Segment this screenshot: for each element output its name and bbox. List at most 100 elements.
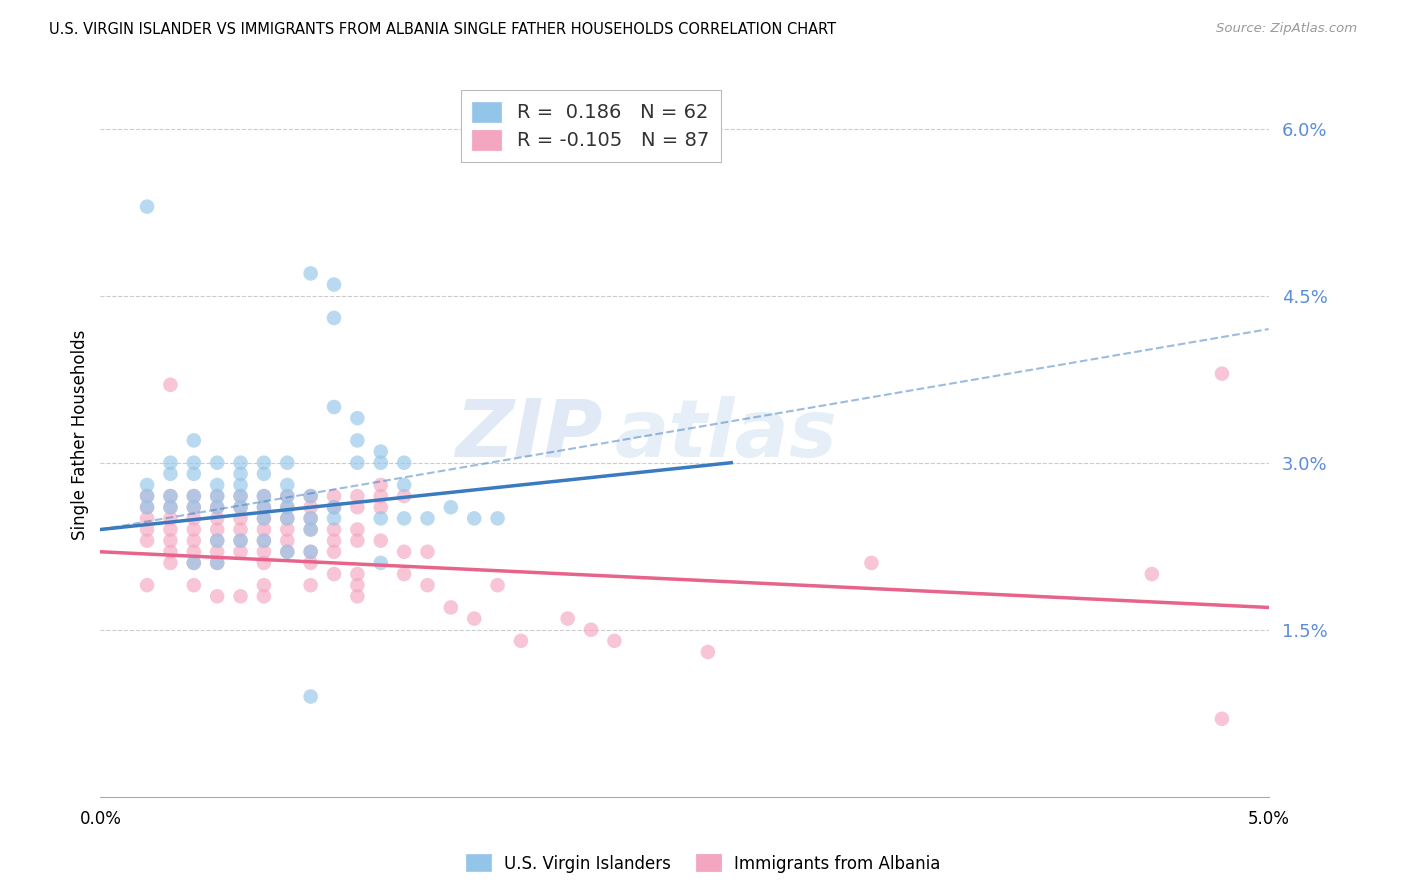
- Point: [159, 467, 181, 481]
- Point: [136, 478, 159, 492]
- Point: [440, 500, 463, 515]
- Point: [159, 511, 181, 525]
- Point: [136, 500, 159, 515]
- Point: [253, 511, 276, 525]
- Point: [205, 478, 228, 492]
- Point: [370, 511, 392, 525]
- Point: [346, 523, 368, 537]
- Point: [276, 489, 298, 503]
- Point: [183, 556, 205, 570]
- Point: [860, 556, 883, 570]
- Point: [463, 611, 485, 625]
- Point: [253, 456, 276, 470]
- Text: atlas: atlas: [614, 396, 837, 474]
- Point: [229, 590, 252, 604]
- Point: [463, 511, 485, 525]
- Point: [205, 489, 228, 503]
- Point: [253, 500, 276, 515]
- Point: [159, 489, 181, 503]
- Point: [276, 545, 298, 559]
- Point: [370, 489, 392, 503]
- Point: [346, 456, 368, 470]
- Point: [183, 434, 205, 448]
- Point: [229, 523, 252, 537]
- Point: [276, 489, 298, 503]
- Point: [183, 500, 205, 515]
- Point: [136, 578, 159, 592]
- Point: [253, 523, 276, 537]
- Point: [159, 489, 181, 503]
- Point: [159, 377, 181, 392]
- Point: [323, 277, 346, 292]
- Point: [229, 533, 252, 548]
- Point: [276, 511, 298, 525]
- Point: [299, 690, 322, 704]
- Point: [299, 511, 322, 525]
- Point: [299, 578, 322, 592]
- Point: [229, 511, 252, 525]
- Point: [229, 478, 252, 492]
- Point: [205, 489, 228, 503]
- Point: [299, 545, 322, 559]
- Point: [159, 556, 181, 570]
- Point: [323, 523, 346, 537]
- Point: [299, 500, 322, 515]
- Point: [323, 567, 346, 582]
- Point: [299, 489, 322, 503]
- Point: [205, 533, 228, 548]
- Point: [229, 489, 252, 503]
- Point: [696, 645, 718, 659]
- Point: [136, 500, 159, 515]
- Point: [253, 511, 276, 525]
- Point: [440, 600, 463, 615]
- Text: U.S. VIRGIN ISLANDER VS IMMIGRANTS FROM ALBANIA SINGLE FATHER HOUSEHOLDS CORRELA: U.S. VIRGIN ISLANDER VS IMMIGRANTS FROM …: [49, 22, 837, 37]
- Point: [370, 500, 392, 515]
- Point: [346, 489, 368, 503]
- Point: [159, 545, 181, 559]
- Point: [370, 444, 392, 458]
- Point: [159, 523, 181, 537]
- Point: [205, 511, 228, 525]
- Point: [392, 567, 415, 582]
- Point: [579, 623, 602, 637]
- Point: [370, 478, 392, 492]
- Point: [416, 511, 439, 525]
- Point: [276, 545, 298, 559]
- Point: [299, 545, 322, 559]
- Point: [323, 489, 346, 503]
- Point: [253, 489, 276, 503]
- Point: [253, 500, 276, 515]
- Point: [229, 489, 252, 503]
- Point: [276, 500, 298, 515]
- Point: [229, 533, 252, 548]
- Point: [136, 200, 159, 214]
- Point: [370, 556, 392, 570]
- Point: [253, 590, 276, 604]
- Point: [392, 456, 415, 470]
- Point: [205, 523, 228, 537]
- Point: [346, 567, 368, 582]
- Point: [416, 578, 439, 592]
- Point: [205, 590, 228, 604]
- Text: ZIP: ZIP: [456, 396, 603, 474]
- Point: [159, 533, 181, 548]
- Point: [603, 633, 626, 648]
- Point: [253, 533, 276, 548]
- Point: [205, 500, 228, 515]
- Point: [276, 456, 298, 470]
- Point: [205, 545, 228, 559]
- Point: [299, 523, 322, 537]
- Point: [183, 556, 205, 570]
- Point: [346, 533, 368, 548]
- Point: [510, 633, 533, 648]
- Legend: R =  0.186   N = 62, R = -0.105   N = 87: R = 0.186 N = 62, R = -0.105 N = 87: [461, 90, 721, 162]
- Point: [299, 523, 322, 537]
- Point: [205, 556, 228, 570]
- Point: [229, 467, 252, 481]
- Point: [557, 611, 579, 625]
- Point: [346, 411, 368, 425]
- Point: [392, 511, 415, 525]
- Point: [276, 478, 298, 492]
- Point: [136, 511, 159, 525]
- Point: [276, 523, 298, 537]
